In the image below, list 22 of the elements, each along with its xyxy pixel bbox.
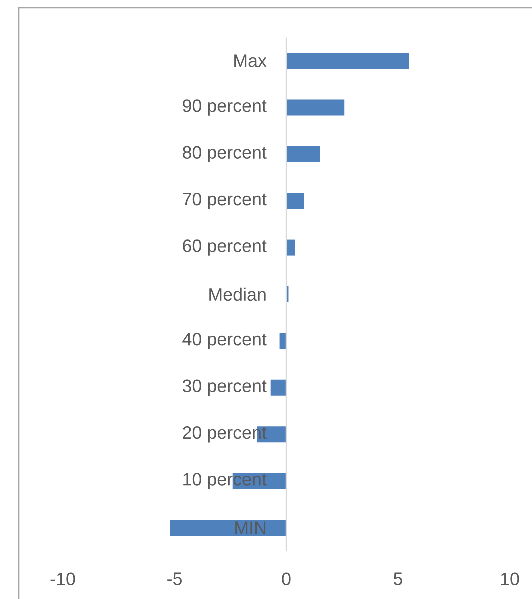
bar xyxy=(286,53,410,70)
y-tick-label: 90 percent xyxy=(183,100,267,116)
y-tick-label: Median xyxy=(210,288,266,302)
y-tick-label: Max xyxy=(234,54,267,68)
y-tick-label: MIN xyxy=(236,522,266,534)
x-tick-label: -10 xyxy=(50,572,76,586)
bar xyxy=(270,380,286,396)
bar xyxy=(286,193,304,210)
y-tick-label: 70 percent xyxy=(183,192,267,210)
bar xyxy=(286,100,345,116)
bar xyxy=(286,146,320,162)
x-tick-label: -5 xyxy=(168,572,182,586)
x-tick-label: 5 xyxy=(394,572,402,586)
y-tick-label: 80 percent xyxy=(183,146,267,163)
bar xyxy=(170,520,286,536)
y-tick-label: 40 percent xyxy=(182,333,267,350)
bar xyxy=(286,240,296,256)
y-tick-label: 30 percent xyxy=(182,380,267,396)
bar xyxy=(280,333,286,350)
x-tick-label: 0 xyxy=(282,572,291,586)
x-tick-label: 10 xyxy=(501,572,520,586)
y-tick-label: 60 percent xyxy=(183,240,267,256)
